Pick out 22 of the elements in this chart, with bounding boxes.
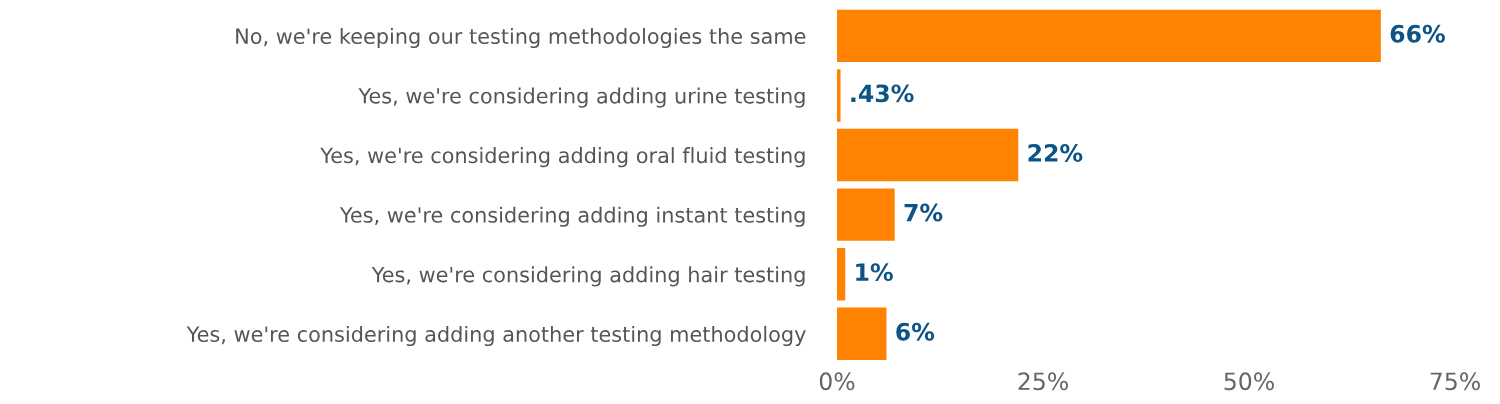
- bar: [837, 307, 887, 361]
- data-label: 66%: [1390, 24, 1445, 43]
- bar: [837, 188, 895, 241]
- y-tick-label: Yes, we're considering adding oral fluid testing: [320, 147, 805, 168]
- bar: [837, 9, 1381, 63]
- x-tick-label: 0%: [819, 372, 855, 391]
- x-tick-label: 75%: [1430, 372, 1480, 391]
- data-label: 6%: [896, 322, 935, 341]
- data-label: .43%: [851, 84, 914, 103]
- bar: [837, 69, 841, 122]
- y-tick-label: No, we're keeping our testing methodologies the same: [236, 27, 806, 49]
- bar: [837, 128, 1019, 182]
- y-tick-label: Yes, we're considering adding urine testing: [358, 87, 805, 108]
- data-label: 1%: [856, 263, 893, 282]
- y-tick-label: Yes, we're considering adding instant testing: [339, 206, 805, 227]
- x-tick-label: 25%: [1018, 372, 1068, 391]
- y-tick-label: Yes, we're considering adding another testing methodology: [186, 325, 806, 347]
- data-label: 7%: [904, 203, 943, 222]
- y-tick-label: Yes, we're considering adding hair testing: [371, 266, 805, 287]
- bar: [837, 248, 846, 301]
- x-tick-label: 50%: [1224, 372, 1274, 391]
- data-label: 22%: [1028, 144, 1083, 162]
